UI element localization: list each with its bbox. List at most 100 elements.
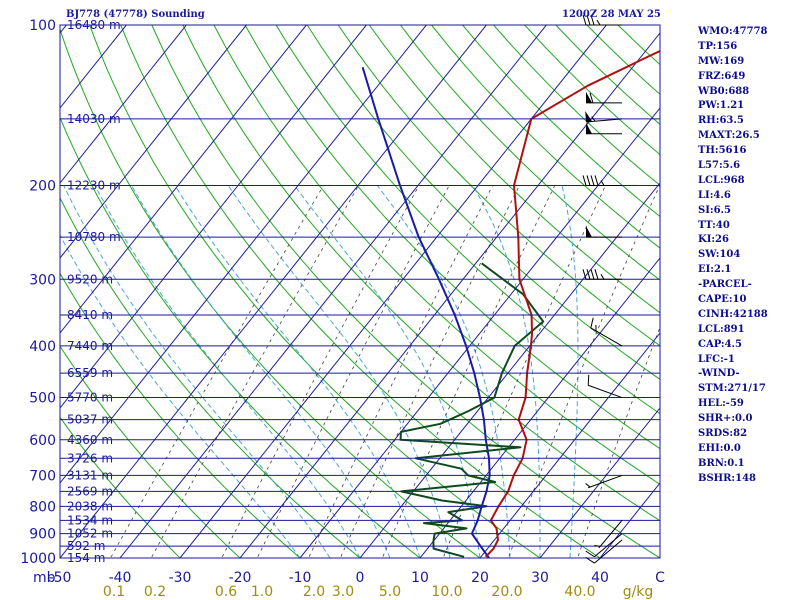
moist-adiabat-line xyxy=(94,185,361,558)
isotherm-line xyxy=(60,25,68,34)
mixing-ratio-label: 0.6 xyxy=(215,584,237,600)
wind-barb-half-feather xyxy=(594,545,601,547)
wind-barbs xyxy=(582,14,623,564)
mixing-ratio-line xyxy=(381,185,556,558)
plot-area xyxy=(60,25,660,558)
isotherm-line xyxy=(60,25,428,484)
mixing-ratio-label: 40.0 xyxy=(564,584,595,600)
wind-barb-half-feather xyxy=(591,116,596,122)
height-label: 2038 m xyxy=(67,499,113,513)
mixing-ratio-line xyxy=(110,185,324,558)
wind-barb xyxy=(582,14,622,26)
wind-barb-flag xyxy=(586,226,592,238)
index-row: KI:26 xyxy=(698,234,729,246)
moist-adiabat-line xyxy=(63,185,331,558)
index-row: SHR+:0.0 xyxy=(698,413,753,425)
height-label: 1052 m xyxy=(67,527,113,541)
isotherm-line xyxy=(60,25,368,409)
mixing-ratio-label: 10.0 xyxy=(431,584,462,600)
height-label: 10780 m xyxy=(67,230,121,244)
height-label: 2569 m xyxy=(67,484,113,498)
moist-adiabat-line xyxy=(227,185,451,558)
isotherm-line xyxy=(539,407,660,558)
wind-barb xyxy=(586,226,622,238)
wind-barb-flag xyxy=(586,122,592,134)
pressure-tick-label: 400 xyxy=(29,339,56,355)
dry-adiabat-line xyxy=(151,25,660,558)
temperature-tick-label: -30 xyxy=(169,570,192,586)
pressure-unit: mb xyxy=(33,570,56,586)
index-row: L57:5.6 xyxy=(698,160,741,172)
mixing-ratio-label: 2.0 xyxy=(303,584,325,600)
wind-barb-half-feather xyxy=(596,19,601,26)
isotherm-line xyxy=(479,332,660,558)
wind-barb-feather xyxy=(594,175,599,186)
temperature-tick-label: 30 xyxy=(531,570,549,586)
index-row: MAXT:26.5 xyxy=(698,130,760,142)
index-row: CINH:42188 xyxy=(698,308,768,320)
wind-barb-half-feather xyxy=(600,180,605,186)
dry-adiabat-line xyxy=(368,25,660,314)
isotherm-line xyxy=(299,107,660,558)
valid-time: 1200Z 28 MAY 25 xyxy=(562,9,661,20)
height-label: 6559 m xyxy=(67,366,113,380)
pressure-tick-label: 800 xyxy=(29,499,56,515)
isotherm-line xyxy=(359,182,660,558)
index-row: MW:169 xyxy=(698,55,745,67)
mixing-ratio-line xyxy=(308,185,494,558)
temperature-tick-label: 0 xyxy=(356,570,365,586)
wind-barb xyxy=(585,111,623,123)
height-label: 1534 m xyxy=(67,513,113,527)
index-row: TH:5616 xyxy=(698,145,747,157)
mixing-ratio-label: 0.2 xyxy=(144,584,166,600)
isotherm-line xyxy=(419,257,660,558)
station-title: BJ778 (47778) Sounding xyxy=(66,9,205,20)
temperature-tick-label: 10 xyxy=(411,570,429,586)
mixing-ratio-line xyxy=(150,185,359,558)
wind-barb-feather xyxy=(589,92,594,104)
dry-adiabat-line xyxy=(60,345,241,558)
dry-adiabat-line xyxy=(60,196,361,558)
height-label: 3131 m xyxy=(67,468,113,482)
pressure-tick-label: 300 xyxy=(29,272,56,288)
dry-adiabat-line xyxy=(306,25,660,381)
wind-barb-staff xyxy=(590,327,623,347)
index-row: BSHR:148 xyxy=(698,472,756,484)
mixing-ratio-label: 5.0 xyxy=(379,584,401,600)
wind-barb-feather xyxy=(585,550,595,558)
index-row: PW:1.21 xyxy=(698,100,745,112)
dry-adiabat-line xyxy=(431,25,660,249)
height-label: 9520 m xyxy=(67,272,113,286)
wind-barb-staff xyxy=(594,539,623,564)
index-row: TT:40 xyxy=(698,219,730,231)
stability-indices-panel: WMO:47778 TP:156 MW:169 FRZ:649 WB0:688 PW:1.… xyxy=(698,25,798,487)
height-label: 8410 m xyxy=(67,308,113,322)
dry-adiabat-line xyxy=(244,25,660,450)
mixing-ratio-line xyxy=(507,185,660,558)
isotherm-line xyxy=(60,25,488,558)
isotherms xyxy=(60,25,660,558)
wind-barb-feather xyxy=(582,14,587,26)
wind-barb-feather xyxy=(590,175,595,186)
moist-adiabat-line xyxy=(561,185,579,558)
index-row: SI:6.5 xyxy=(698,204,731,216)
temperature-tick-label: 40 xyxy=(591,570,609,586)
height-label: 14030 m xyxy=(67,112,121,126)
mixing-ratio-label: 0.1 xyxy=(103,584,125,600)
dry-adiabat-line xyxy=(400,25,660,281)
isotherm-line xyxy=(239,32,660,558)
wind-barb xyxy=(587,374,623,399)
index-row: HEL:-59 xyxy=(698,398,744,410)
index-row: CAPE:10 xyxy=(698,294,747,306)
isotherm-line xyxy=(179,25,608,558)
temperature-tick-label: -20 xyxy=(229,570,252,586)
dry-adiabat-line xyxy=(60,116,421,558)
wind-barb xyxy=(586,122,622,135)
index-row: BRN:0.1 xyxy=(698,457,745,469)
pressure-tick-label: 900 xyxy=(29,527,56,543)
mixing-ratio-lines xyxy=(110,185,660,558)
pressure-tick-label: 200 xyxy=(29,178,56,194)
isotherm-line xyxy=(60,25,128,109)
mixing-ratio-unit: g/kg xyxy=(623,584,654,600)
temperature-tick-label: -50 xyxy=(49,570,72,586)
